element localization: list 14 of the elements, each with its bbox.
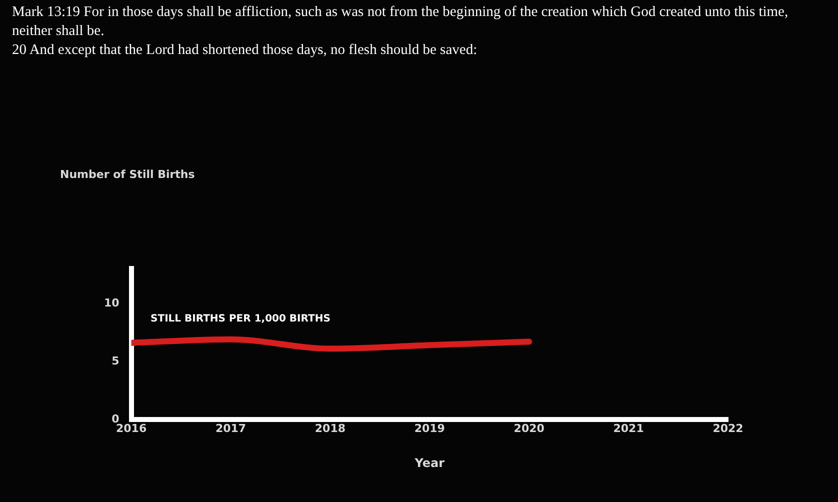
series-label: STILL BIRTHS PER 1,000 BIRTHS (150, 313, 330, 324)
x-tick-label: 2019 (414, 422, 445, 435)
x-tick-label: 2022 (712, 422, 744, 435)
x-tick-label: 2017 (215, 422, 246, 435)
text: Number of Still Births (60, 168, 195, 181)
y-tick-label: 5 (112, 354, 120, 368)
x-axis-title: Year (414, 456, 445, 470)
chart-title: Mark 13:19 For in those days shall be affliction, such as was not from the beginning of the creation which God created unto this time, neither shall be. (12, 3, 790, 41)
x-tick-label: 2018 (314, 422, 346, 435)
x-tick-label: 2020 (514, 422, 545, 435)
x-tick-label: 2016 (116, 422, 147, 435)
chart-subtitle: 20 And except that the Lord had shortened those days, no flesh should be saved: (12, 41, 478, 60)
y-tick-label: 10 (104, 296, 120, 310)
x-tick-label: 2021 (613, 422, 644, 435)
